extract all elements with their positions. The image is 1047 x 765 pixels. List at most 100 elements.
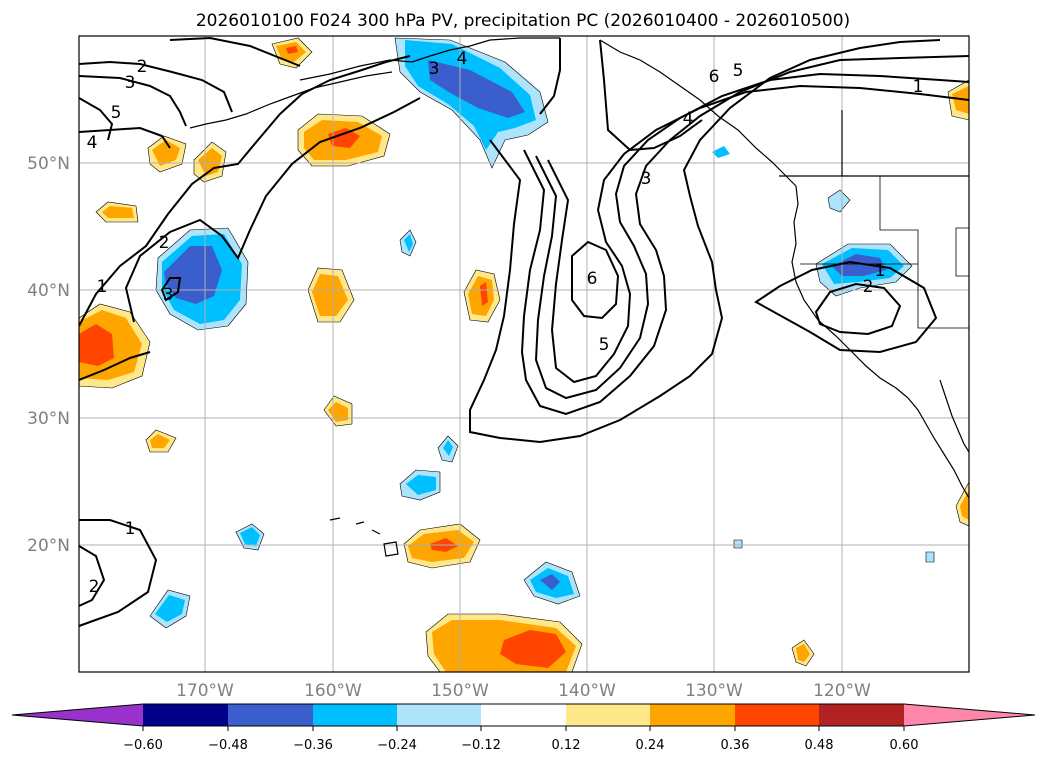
precip-neg-small-4b bbox=[240, 527, 260, 546]
precip-neg-small-9 bbox=[733, 539, 743, 549]
pv-contour-3-nw bbox=[79, 75, 187, 127]
precip-neg-small-2b bbox=[443, 440, 453, 456]
precip-pos-aleutian bbox=[297, 113, 391, 167]
contour-label-c1-w: 1 bbox=[97, 277, 108, 297]
precip-pos-south bbox=[425, 613, 583, 672]
precip-neg-small-6c bbox=[540, 574, 560, 590]
state-border-4 bbox=[955, 227, 969, 277]
baja-coast bbox=[907, 397, 969, 499]
colorbar-tick-label-2: −0.48 bbox=[208, 738, 248, 753]
colorbar-extend-low bbox=[12, 704, 143, 726]
colorbar-tick-label-4: −0.24 bbox=[377, 738, 417, 753]
precip-neg-small-5b bbox=[155, 595, 185, 622]
pv-contour-5-nw bbox=[79, 97, 114, 141]
pv-contour-1-ca bbox=[754, 260, 938, 354]
pv-contour-1-trough bbox=[469, 39, 941, 444]
colorbar-tick-label-1: −0.60 bbox=[123, 738, 163, 753]
colorbar-bin-1 bbox=[143, 704, 228, 726]
pv-contour-4-trough bbox=[534, 72, 969, 400]
precip-pos-west-edge bbox=[79, 303, 151, 389]
colorbar-tick-label-6: 0.12 bbox=[552, 738, 581, 753]
lat-label-40n: 40°N bbox=[27, 281, 70, 301]
colorbar-extend-high bbox=[904, 704, 1035, 726]
pv-contour-4-nw bbox=[79, 126, 171, 149]
aleutians bbox=[189, 71, 393, 129]
hawaii-islands bbox=[329, 517, 399, 557]
pv-contours bbox=[79, 36, 969, 627]
lat-label-20n: 20°N bbox=[27, 536, 70, 556]
lat-label-30n: 30°N bbox=[27, 409, 70, 429]
lon-label-150w: 150°W bbox=[431, 681, 489, 701]
pv-contour-1-sw bbox=[79, 351, 151, 381]
contour-label-c4-gulf: 4 bbox=[457, 49, 468, 69]
pv-contour-3-loop bbox=[160, 277, 182, 302]
pv-contour-1-sw-bottom bbox=[79, 519, 158, 627]
colorbar-bin-2 bbox=[228, 704, 313, 726]
pv-contour-2-west bbox=[124, 97, 421, 323]
colorbar-bin-8 bbox=[735, 704, 820, 726]
contour-label-c1-ne: 1 bbox=[913, 77, 924, 97]
colorbar-bin-7 bbox=[650, 704, 735, 726]
pv-contour-labels: 2 3 4 5 2 3 1 3 4 6 5 4 1 3 6 5 1 2 1 2 bbox=[87, 49, 924, 597]
contour-label-c1-ca: 1 bbox=[875, 261, 886, 281]
contour-label-c4-bc: 4 bbox=[683, 109, 694, 129]
pv-contour-6-trough bbox=[571, 240, 620, 320]
pv-contour-2-ca bbox=[814, 282, 902, 336]
baja-inner-coast bbox=[939, 379, 969, 453]
gridlines bbox=[79, 36, 969, 672]
contour-label-c3-gulf: 3 bbox=[429, 59, 440, 79]
alaska-coast bbox=[299, 37, 560, 81]
contour-label-c3-nw: 3 bbox=[125, 73, 136, 93]
precip-shading bbox=[79, 37, 969, 672]
precip-pos-small bbox=[95, 37, 969, 667]
contour-label-c3-trough: 3 bbox=[641, 169, 652, 189]
lon-label-160w: 160°W bbox=[304, 681, 362, 701]
precip-pos-hawaii bbox=[403, 523, 481, 569]
colorbar-tick-label-7: 0.24 bbox=[636, 738, 665, 753]
colorbar-ticks bbox=[142, 726, 905, 731]
pv-contour-2-nw bbox=[79, 60, 233, 113]
state-border-2 bbox=[879, 176, 969, 329]
colorbar-bin-6 bbox=[566, 704, 651, 726]
contour-label-c1-sw: 1 bbox=[125, 519, 136, 539]
contour-label-c5-bc: 5 bbox=[733, 61, 744, 81]
contour-label-c6-trough: 6 bbox=[587, 269, 598, 289]
us-west-coast bbox=[791, 185, 909, 399]
contour-label-c2-sw: 2 bbox=[89, 577, 100, 597]
lat-labels: 50°N 40°N 30°N 20°N bbox=[27, 154, 70, 556]
lon-label-170w: 170°W bbox=[176, 681, 234, 701]
pv-contour-3-trough bbox=[520, 55, 969, 416]
pv-contour-2-sw-bottom bbox=[79, 545, 106, 607]
contour-label-c6-bc: 6 bbox=[709, 67, 720, 87]
precip-neg-gulf-alaska bbox=[394, 37, 549, 169]
pv-contour-gulf-1 bbox=[539, 38, 561, 115]
contour-label-c2-nw: 2 bbox=[137, 57, 148, 77]
lat-label-50n: 50°N bbox=[27, 154, 70, 174]
precip-neg-small-3b bbox=[406, 475, 436, 495]
pv-contour-1-west bbox=[79, 55, 411, 327]
pv-contour-gulf-2 bbox=[599, 39, 703, 152]
precip-neg-small-7 bbox=[827, 189, 851, 213]
lon-label-120w: 120°W bbox=[813, 681, 871, 701]
figure-title: 2026010100 F024 300 hPa PV, precipitatio… bbox=[196, 11, 850, 31]
pv-contour-2-nw-top bbox=[169, 36, 301, 67]
contour-label-c3-w: 3 bbox=[163, 285, 174, 305]
pv-contour-5-trough bbox=[547, 84, 969, 384]
bc-coast bbox=[599, 39, 797, 187]
precip-neg-small-8 bbox=[712, 146, 730, 158]
map-background bbox=[79, 36, 969, 672]
precip-neg-small-1b bbox=[404, 234, 413, 252]
map-frame bbox=[78, 35, 970, 673]
colorbar-bin-4 bbox=[397, 704, 482, 726]
contour-label-c2-w: 2 bbox=[159, 233, 170, 253]
contour-label-c5-nw: 5 bbox=[111, 103, 122, 123]
contour-label-c5-trough: 5 bbox=[599, 335, 610, 355]
contour-label-c2-ca: 2 bbox=[863, 277, 874, 297]
colorbar-tick-label-5: −0.12 bbox=[461, 738, 501, 753]
colorbar-bin-5 bbox=[481, 704, 566, 726]
colorbar-tick-label-3: −0.36 bbox=[293, 738, 333, 753]
precip-neg-small-10 bbox=[925, 551, 935, 563]
lon-labels: 170°W 160°W 150°W 140°W 130°W 120°W bbox=[176, 681, 871, 701]
colorbar-bin-3 bbox=[313, 704, 398, 726]
